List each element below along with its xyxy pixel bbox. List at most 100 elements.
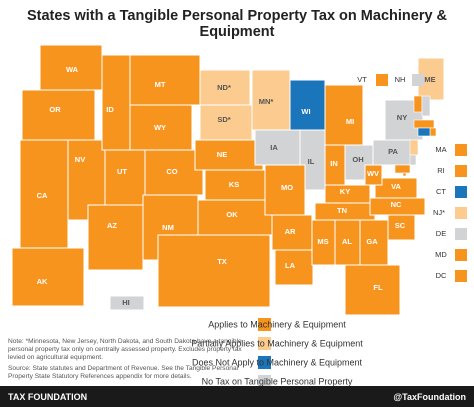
state-label: AZ bbox=[107, 221, 117, 230]
state-label: MT bbox=[155, 80, 166, 89]
state bbox=[144, 149, 204, 196]
state bbox=[359, 219, 389, 266]
inset-swatch bbox=[455, 270, 467, 282]
inset-state bbox=[413, 95, 423, 113]
legend-swatch bbox=[258, 337, 271, 350]
inset-label: CT bbox=[436, 187, 446, 196]
state-label: NV bbox=[75, 155, 85, 164]
state-label: AR bbox=[285, 227, 296, 236]
map-title: States with a Tangible Personal Property… bbox=[26, 8, 448, 40]
legend-label: Does Not Apply to Machinery & Equipment bbox=[192, 357, 363, 367]
state-label: AL bbox=[342, 237, 352, 246]
state-label: KY bbox=[340, 187, 350, 196]
state bbox=[39, 44, 103, 91]
state bbox=[344, 264, 401, 316]
state-label: UT bbox=[117, 167, 127, 176]
state-label: OK bbox=[226, 210, 238, 219]
state-label: OH bbox=[352, 155, 363, 164]
legend-label: Partially Applies to Machinery & Equipme… bbox=[191, 338, 363, 348]
state bbox=[129, 104, 193, 151]
state bbox=[194, 139, 264, 171]
state bbox=[87, 204, 144, 271]
state-label: OR bbox=[49, 105, 61, 114]
legend-swatch bbox=[258, 356, 271, 369]
state-label: NY bbox=[397, 113, 407, 122]
inset-label: MA bbox=[435, 145, 446, 154]
inset-state bbox=[421, 95, 431, 117]
note: Note: *Minnesota, New Jersey, North Dako… bbox=[8, 338, 242, 362]
state-label: NC bbox=[391, 200, 402, 209]
state-label: TX bbox=[217, 257, 227, 266]
state-label: ND* bbox=[217, 83, 231, 92]
state bbox=[199, 104, 253, 141]
state bbox=[324, 84, 364, 146]
legend-label: No Tax on Tangible Personal Property bbox=[202, 376, 353, 386]
map: WA OR CA NV ID MT WY UT AZ CO NM ND* SD* NE KS OK TX MN* W… bbox=[11, 44, 467, 386]
state-label: WA bbox=[66, 65, 79, 74]
state-label: KS bbox=[229, 180, 239, 189]
inset-state bbox=[417, 127, 431, 137]
state bbox=[11, 247, 85, 307]
state-label: VA bbox=[391, 182, 401, 191]
legend-swatch bbox=[258, 318, 271, 331]
state-label: IN bbox=[330, 159, 338, 168]
inset-label: RI bbox=[437, 166, 445, 175]
state bbox=[109, 295, 145, 311]
state bbox=[101, 54, 131, 151]
legend-swatch bbox=[258, 375, 271, 386]
state-label: HI bbox=[122, 298, 130, 307]
state-label: WI bbox=[301, 107, 310, 116]
state bbox=[251, 69, 291, 131]
state bbox=[387, 214, 416, 241]
state-label: AK bbox=[37, 277, 48, 286]
inset-swatch bbox=[412, 74, 424, 86]
inset-state bbox=[409, 139, 419, 156]
state-label: MI bbox=[346, 117, 354, 126]
inset-label: DC bbox=[436, 271, 447, 280]
state-label: CO bbox=[166, 167, 177, 176]
state-label: FL bbox=[373, 283, 383, 292]
state-label: CA bbox=[37, 191, 48, 200]
state-label: IA bbox=[270, 143, 278, 152]
state-label: NM bbox=[162, 223, 174, 232]
state-label: GA bbox=[366, 237, 378, 246]
inset-swatch bbox=[455, 207, 467, 219]
state bbox=[104, 149, 146, 206]
inset-state bbox=[413, 119, 435, 129]
state-label: TN bbox=[337, 206, 347, 215]
state-label: SC bbox=[395, 221, 406, 230]
state-label: NE bbox=[217, 150, 227, 159]
state-label: SD* bbox=[217, 115, 230, 124]
state-label: MO bbox=[281, 183, 293, 192]
state bbox=[374, 177, 418, 199]
state-label: PA bbox=[388, 147, 398, 156]
inset-label: DE bbox=[436, 229, 446, 238]
state bbox=[197, 199, 277, 236]
inset-label: VT bbox=[357, 75, 367, 84]
inset-swatch bbox=[455, 249, 467, 261]
inset-label: MD bbox=[435, 250, 447, 259]
state-label: ID bbox=[106, 105, 114, 114]
state bbox=[157, 234, 271, 308]
state bbox=[334, 219, 361, 266]
footer: TAX FOUNDATION @TaxFoundation bbox=[0, 386, 474, 407]
inset-label: NJ* bbox=[433, 208, 445, 217]
state bbox=[21, 89, 96, 141]
state bbox=[274, 249, 314, 286]
inset-state bbox=[394, 164, 411, 174]
inset-label: NH bbox=[395, 75, 406, 84]
inset-swatch bbox=[455, 165, 467, 177]
state-label: MN* bbox=[259, 97, 274, 106]
state bbox=[289, 79, 326, 131]
footer-handle: @TaxFoundation bbox=[393, 392, 466, 402]
state-label: ME bbox=[424, 75, 435, 84]
state-label: WY bbox=[154, 123, 166, 132]
source: Source: State statutes and Department of… bbox=[8, 365, 239, 381]
state bbox=[129, 54, 201, 106]
legend-label: Applies to Machinery & Equipment bbox=[208, 319, 346, 329]
state-label: MS bbox=[317, 237, 328, 246]
state-label: IL bbox=[308, 157, 315, 166]
inset-state bbox=[409, 154, 417, 166]
state-label: LA bbox=[285, 261, 296, 270]
